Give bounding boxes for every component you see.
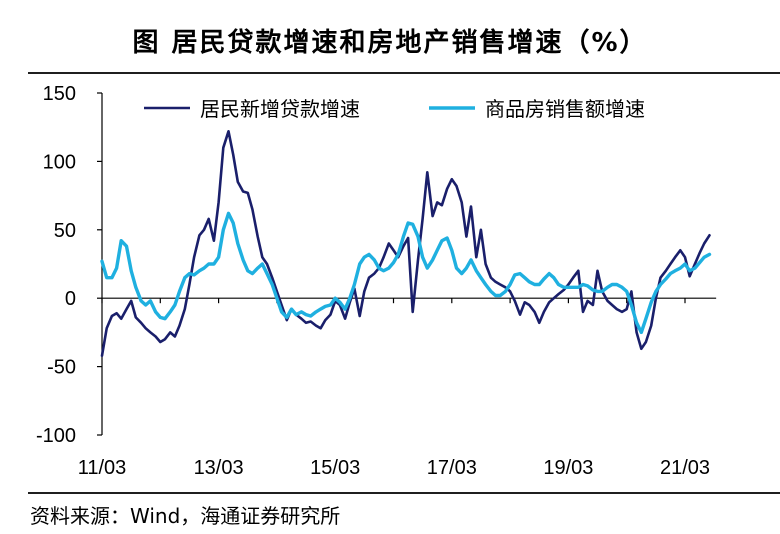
y-tick-label: 100 [43, 151, 76, 173]
y-tick-label: 150 [43, 83, 76, 105]
x-tick-label: 19/03 [543, 457, 593, 479]
series-line-sales [100, 211, 712, 335]
chart-series [100, 130, 712, 357]
legend-item-loans: 居民新增贷款增速 [144, 97, 360, 121]
x-tick-label: 21/03 [660, 457, 710, 479]
series-line-loans [100, 130, 711, 357]
y-tick-label: 50 [54, 220, 76, 242]
chart-title: 图 居民贷款增速和房地产销售增速（%） [132, 27, 648, 58]
y-tick-label: -50 [47, 357, 76, 379]
y-tick-label: 0 [65, 288, 76, 310]
x-tick-label: 15/03 [310, 457, 360, 479]
y-tick-label: -100 [36, 425, 76, 447]
chart-legend: 居民新增贷款增速 商品房销售额增速 [144, 97, 645, 121]
source-divider [28, 492, 780, 494]
legend-item-sales: 商品房销售额增速 [429, 97, 645, 121]
x-tick-label: 13/03 [194, 457, 244, 479]
legend-label: 居民新增贷款增速 [200, 97, 360, 121]
source-note: 资料来源：Wind，海通证券研究所 [30, 504, 341, 528]
x-tick-label: 11/03 [78, 457, 127, 479]
x-tick-label: 17/03 [427, 457, 477, 479]
title-divider [28, 72, 780, 74]
legend-label: 商品房销售额增速 [485, 97, 645, 121]
